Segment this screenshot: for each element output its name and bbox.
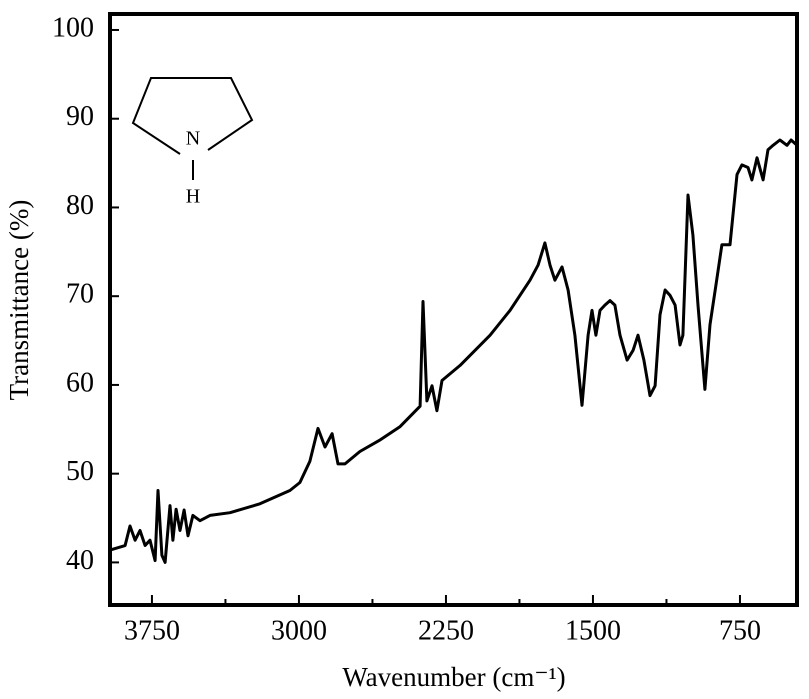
y-tick-label: 40 bbox=[66, 545, 94, 576]
plot-frame bbox=[108, 12, 799, 607]
x-tick-label: 750 bbox=[719, 615, 761, 646]
y-tick-label: 60 bbox=[66, 367, 94, 398]
x-tick-label: 3000 bbox=[271, 615, 327, 646]
atom-label: N bbox=[186, 128, 200, 150]
x-tick-label: 2250 bbox=[418, 615, 474, 646]
y-tick-label: 90 bbox=[66, 101, 94, 132]
spectrum-line bbox=[109, 138, 799, 564]
x-tick-label: 3750 bbox=[124, 615, 180, 646]
atom-label: H bbox=[186, 186, 200, 208]
molecule bbox=[131, 77, 254, 180]
ring bbox=[131, 77, 254, 155]
y-tick-label: 70 bbox=[66, 279, 94, 310]
y-axis-label: Transmittance (%) bbox=[4, 200, 34, 401]
y-tick-label: 50 bbox=[66, 456, 94, 487]
y-tick-label: 80 bbox=[66, 190, 94, 221]
y-tick-label: 100 bbox=[52, 12, 94, 43]
x-axis-label: Wavenumber (cm⁻¹) bbox=[342, 662, 565, 692]
x-tick-label: 1500 bbox=[565, 615, 621, 646]
